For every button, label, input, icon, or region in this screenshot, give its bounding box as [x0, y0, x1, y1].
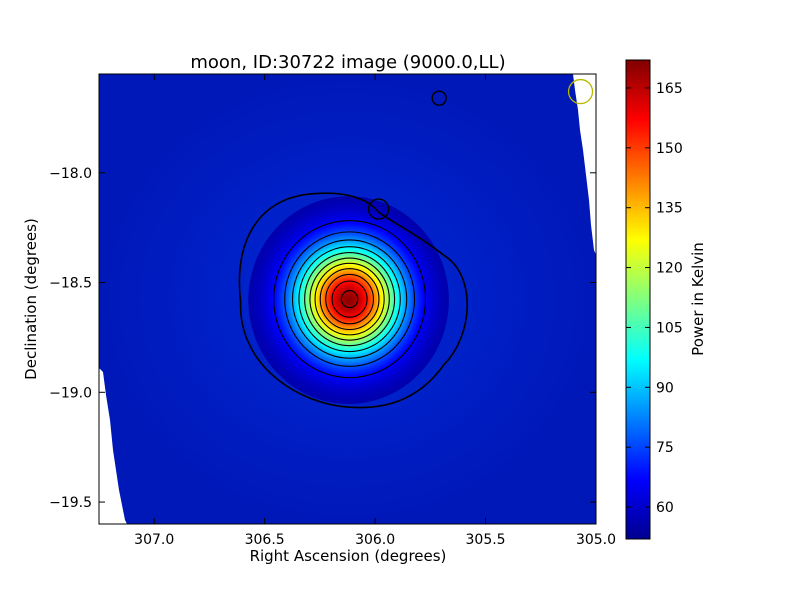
y-axis-label: Declination (degrees)	[22, 218, 40, 380]
x-tick-label: 306.5	[245, 532, 285, 548]
contour-line	[309, 257, 390, 341]
contour-line	[431, 90, 447, 106]
x-tick-label: 305.5	[466, 532, 506, 548]
contour-line	[367, 198, 390, 220]
y-tick-label: −19.0	[49, 385, 92, 401]
colorbar-tick-label: 105	[656, 320, 683, 336]
contour-lines	[238, 90, 469, 409]
colorbar-tick-label: 120	[656, 261, 683, 277]
contour-line	[325, 273, 375, 325]
contour-line	[284, 231, 416, 367]
contour-line	[238, 192, 469, 409]
colorbar-frame	[625, 59, 651, 540]
colorbar-tick-label: 150	[656, 141, 683, 157]
y-tick-label: −19.5	[49, 495, 92, 511]
contour-line	[291, 239, 408, 359]
contour-line	[340, 290, 359, 309]
contour-line	[314, 262, 385, 336]
colorbar-tick-label: 60	[656, 500, 674, 516]
x-tick-label: 306.0	[355, 532, 395, 548]
beam-marker	[567, 78, 594, 105]
plot-frame	[98, 73, 597, 525]
chart-title: moon, ID:30722 image (9000.0,LL)	[190, 52, 505, 73]
colorbar-ticks: 60 75 90 105 120 135 150 165	[626, 81, 683, 516]
contour-line	[273, 219, 427, 379]
emission-band	[346, 298, 351, 302]
contour-line	[304, 251, 396, 347]
heatmap-emission	[248, 196, 449, 404]
y-axis: −18.0 −18.5 −19.0 −19.5	[49, 166, 596, 511]
x-axis-label: Right Ascension (degrees)	[250, 547, 447, 565]
colorbar-tick-label: 135	[656, 201, 683, 217]
contour-line	[319, 268, 380, 331]
contour-line	[331, 280, 368, 318]
colorbar-tick-label: 165	[656, 81, 683, 97]
colorbar	[626, 60, 650, 539]
colorbar-label: Power in Kelvin	[689, 242, 707, 356]
x-axis: 307.0 306.5 306.0 305.5 305.0	[134, 74, 616, 548]
x-tick-label: 307.0	[134, 532, 174, 548]
y-tick-label: −18.0	[49, 166, 92, 182]
no-data-region-left	[99, 368, 127, 524]
x-tick-label: 305.0	[576, 532, 616, 548]
contour-line	[298, 246, 401, 353]
no-data-region-right	[573, 74, 596, 255]
plot-area	[99, 74, 596, 524]
colorbar-tick-label: 75	[656, 440, 674, 456]
colorbar-tick-label: 90	[656, 380, 674, 396]
y-tick-label: −18.5	[49, 276, 92, 292]
